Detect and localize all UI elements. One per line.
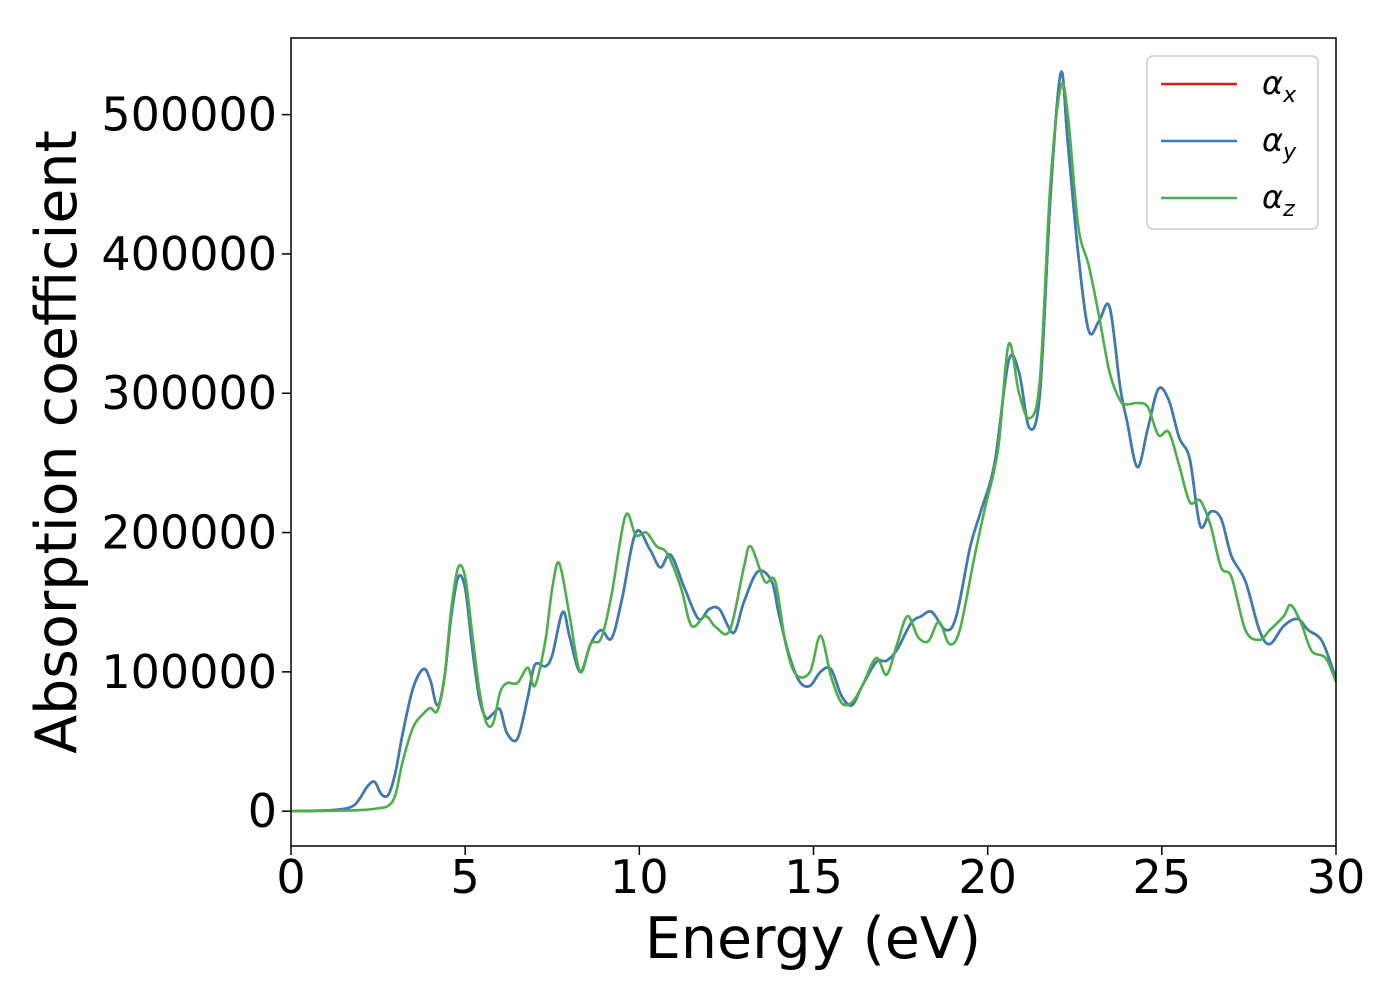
x-tick-label: 15 [784, 850, 843, 904]
y-axis-ticks: 0 100000 200000 300000 400000 500000 [101, 88, 291, 838]
x-tick-label: 0 [276, 850, 305, 904]
y-tick-label: 200000 [101, 506, 277, 560]
y-tick-label: 100000 [101, 645, 277, 699]
series-lines [291, 70, 1336, 813]
x-axis-title: Energy (eV) [645, 906, 981, 972]
x-axis-ticks: 0 5 10 15 20 25 30 [276, 846, 1365, 904]
y-tick-label: 300000 [101, 366, 277, 420]
y-tick-label: 500000 [101, 88, 277, 142]
legend-label-alpha-y: αy [1262, 121, 1297, 165]
legend-label-alpha-z: αz [1262, 178, 1295, 222]
x-tick-label: 10 [610, 850, 669, 904]
series-line-alpha-z [291, 81, 1336, 813]
x-tick-label: 30 [1307, 850, 1366, 904]
x-tick-label: 20 [958, 850, 1017, 904]
y-tick-label: 0 [248, 784, 277, 838]
legend-box [1146, 55, 1319, 230]
x-tick-label: 5 [451, 850, 480, 904]
legend: αx αy αz [1146, 55, 1319, 230]
y-axis-title: Absorption coefficient [24, 130, 90, 754]
legend-label-alpha-x: αx [1262, 64, 1297, 108]
y-tick-label: 400000 [101, 227, 277, 281]
x-tick-label: 25 [1133, 850, 1192, 904]
